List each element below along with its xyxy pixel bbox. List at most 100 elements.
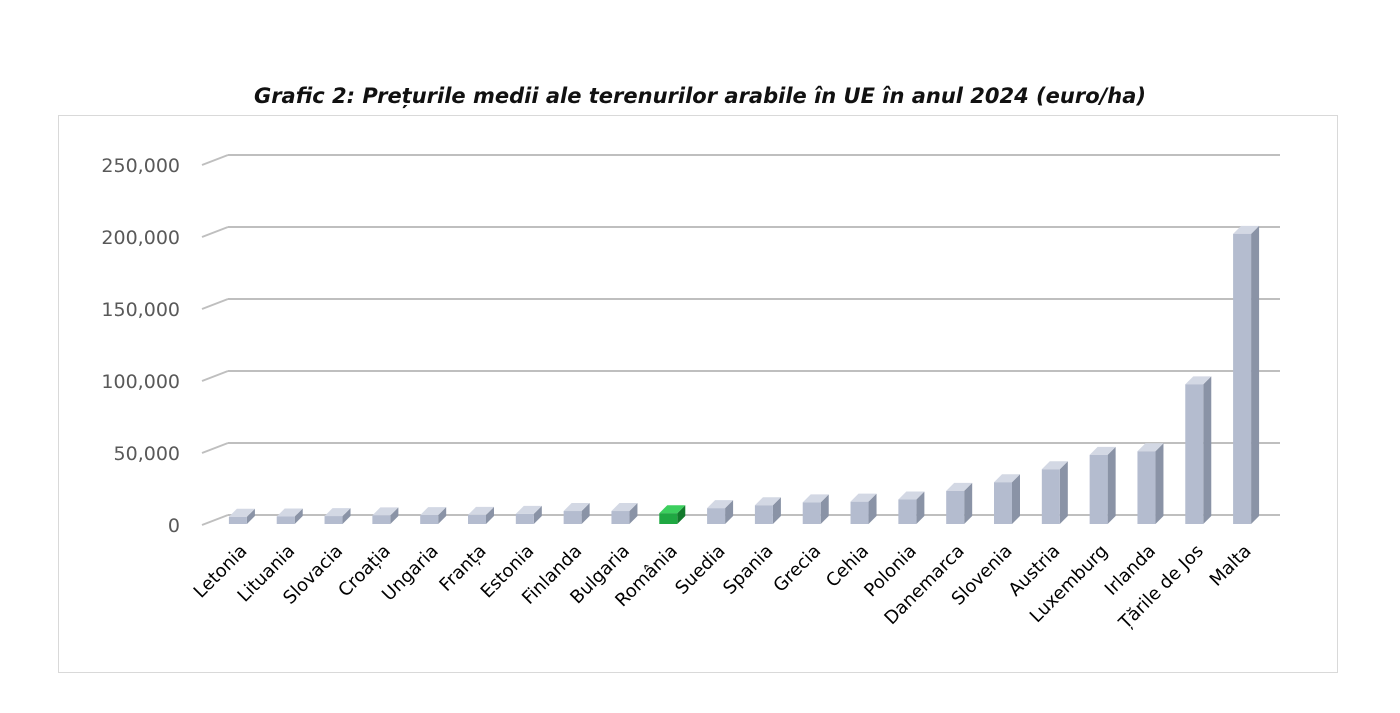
chart-frame: [58, 115, 1338, 673]
bar-side: [1059, 461, 1068, 524]
bar: [372, 507, 399, 524]
bar: [324, 508, 351, 524]
bar: [659, 505, 686, 524]
bar-top: [754, 497, 781, 506]
bar-top: [276, 508, 303, 517]
bar-side: [390, 507, 399, 524]
bar: [946, 482, 973, 524]
bar: [707, 500, 734, 524]
bar-top: [707, 500, 734, 509]
bar: [898, 491, 925, 524]
bar-top: [420, 507, 447, 516]
bar-side: [677, 505, 686, 524]
gridline-depth: [201, 154, 229, 166]
bar-front: [946, 490, 965, 524]
bar: [1089, 446, 1116, 524]
bar-side: [1155, 443, 1164, 524]
bar-front: [994, 482, 1012, 524]
chart-title: Grafic 2: Prețurile medii ale terenurilo…: [253, 84, 1147, 108]
bar-side: [581, 503, 590, 524]
y-axis-ticks: 0 50,000 100,000 150,000 200,000 250,000: [101, 155, 180, 537]
bar: [754, 497, 781, 524]
gridline-depth: [201, 298, 229, 310]
gridline-depth: [201, 226, 229, 238]
bar: [611, 503, 638, 524]
bar-side: [1203, 376, 1212, 524]
bar-front: [898, 499, 917, 524]
bar-side: [246, 508, 255, 524]
bar-front: [468, 514, 486, 524]
bar-side: [725, 500, 734, 524]
y-tick-label: 100,000: [101, 371, 180, 393]
gridline-depth: [201, 442, 229, 454]
bar-top: [659, 505, 686, 514]
bar-top: [802, 494, 829, 503]
bar: [276, 508, 303, 524]
x-tick-label: Spania: [719, 541, 777, 599]
bar: [1041, 461, 1068, 524]
bar: [802, 494, 829, 524]
bar: [994, 474, 1020, 524]
bars: [228, 225, 1260, 524]
bar-front: [372, 515, 391, 524]
bar-front: [611, 511, 630, 524]
bar-front: [802, 502, 821, 524]
bar-front: [659, 513, 678, 524]
bar-front: [1137, 451, 1156, 524]
bar-side: [533, 505, 542, 524]
bar-front: [1233, 233, 1252, 524]
bar-top: [898, 491, 925, 500]
bar-top: [611, 503, 638, 512]
bar: [563, 503, 590, 524]
bar: [420, 507, 447, 524]
bar-top: [1137, 443, 1164, 452]
bar-side: [916, 491, 925, 524]
bar-side: [342, 508, 351, 524]
bar-top: [850, 493, 877, 502]
bar-side: [964, 482, 973, 524]
bar-top: [1233, 225, 1260, 234]
bar-front: [515, 513, 534, 524]
bar-top: [515, 505, 542, 514]
x-tick-label: Suedia: [671, 541, 729, 599]
y-tick-label: 200,000: [101, 227, 180, 249]
bar-front: [228, 516, 247, 524]
bar-side: [629, 503, 638, 524]
x-tick-label: Grecia: [769, 541, 825, 597]
bar: [468, 506, 494, 524]
bar-front: [1185, 384, 1204, 524]
bar-front: [324, 516, 343, 524]
bar-front: [276, 516, 295, 524]
bar-top: [228, 508, 255, 517]
bar-side: [486, 506, 494, 524]
bar-front: [850, 501, 869, 524]
bar-side: [294, 508, 303, 524]
bar-side: [820, 494, 829, 524]
bar: [1233, 225, 1260, 524]
bar-top: [468, 506, 494, 515]
bar: [515, 505, 542, 524]
bar-top: [563, 503, 590, 512]
bar-top: [372, 507, 399, 516]
bar: [1185, 376, 1212, 524]
bar: [850, 493, 877, 524]
y-tick-label: 150,000: [101, 299, 180, 321]
bar-side: [438, 507, 447, 524]
bar-top: [324, 508, 351, 517]
bar-front: [420, 515, 439, 524]
gridlines: [201, 154, 1280, 526]
bar-top: [1089, 446, 1116, 455]
bar-front: [563, 511, 582, 524]
gridline-depth: [201, 370, 229, 382]
bar-top: [1185, 376, 1212, 385]
bar-side: [868, 493, 877, 524]
bar-front: [754, 505, 773, 524]
x-axis-ticks: LetoniaLituaniaSlovaciaCroațiaUngariaFra…: [190, 541, 1256, 634]
y-tick-label: 50,000: [114, 443, 180, 465]
bar-side: [772, 497, 781, 524]
bar-front: [1041, 469, 1060, 524]
bar-side: [1107, 446, 1116, 524]
bar: [1137, 443, 1164, 524]
bar-top: [946, 482, 973, 491]
